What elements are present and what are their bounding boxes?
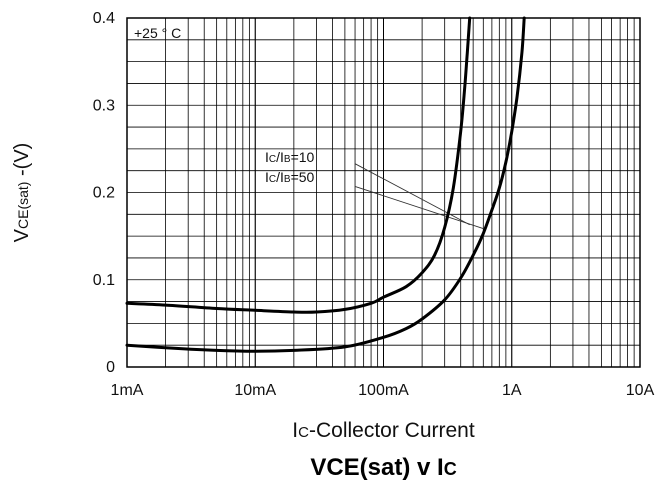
grid-lines <box>127 18 640 367</box>
chart-title: VCE(sat) v IC <box>310 454 456 481</box>
y-tick-label: 0 <box>106 359 115 376</box>
plot-frame <box>126 17 641 368</box>
leader-line-ic-ib-50 <box>354 185 486 230</box>
x-tick-label: 100mA <box>358 382 409 399</box>
annotation-ic-ib-10: IC/IB=10 <box>265 149 315 165</box>
x-tick-label: 1mA <box>111 382 144 399</box>
x-tick-label: 10mA <box>234 382 276 399</box>
y-tick-label: 0.4 <box>93 10 115 27</box>
annotation-leader-lines <box>354 163 486 230</box>
y-tick-label: 0.3 <box>93 97 115 114</box>
series-line-ic-ib-10 <box>125 16 472 314</box>
annotation-ic-ib-50: IC/IB=50 <box>265 169 315 185</box>
temperature-condition-label: +25 ° C <box>134 25 181 41</box>
y-tick-label: 0.1 <box>93 272 115 289</box>
x-axis-label: IC-Collector Current <box>292 419 475 442</box>
y-tick-labels: 0 0.1 0.2 0.3 0.4 <box>93 10 115 376</box>
x-tick-label: 10A <box>626 382 655 399</box>
x-tick-label: 1A <box>502 382 522 399</box>
leader-line-ic-ib-10 <box>354 163 470 226</box>
series-line-ic-ib-50 <box>125 16 526 353</box>
y-axis-label: VCE(sat) -(V) <box>11 143 33 243</box>
y-tick-label: 0.2 <box>93 185 115 202</box>
x-tick-labels: 1mA 10mA 100mA 1A 10A <box>111 382 655 399</box>
